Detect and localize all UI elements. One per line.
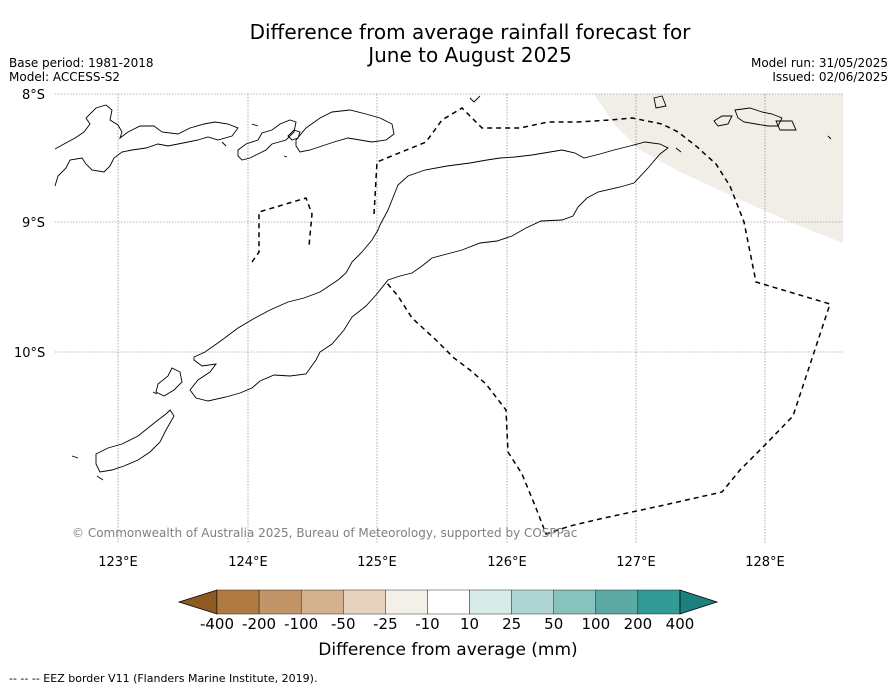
- timor-island-coastline: [189, 141, 669, 402]
- lon-label-126e: 126°E: [487, 555, 527, 570]
- small-islets-south: [71, 391, 158, 481]
- colorbar-swatch: [595, 589, 639, 615]
- colorbar-swatch: [637, 589, 681, 615]
- lon-label-128e: 128°E: [745, 555, 785, 570]
- longitude-labels: 123°E 124°E 125°E 126°E 127°E 128°E: [98, 555, 785, 570]
- colorbar: [177, 589, 719, 615]
- colorbar-swatch: [300, 589, 344, 615]
- colorbar-swatch: [511, 589, 554, 615]
- lon-label-123e: 123°E: [98, 555, 138, 570]
- savu-island-coastline: [95, 409, 175, 473]
- islet-coastline-3: [287, 129, 301, 141]
- lon-label-127e: 127°E: [616, 555, 656, 570]
- wetar-islet-5: [469, 95, 832, 153]
- colorbar-tick-label: -10: [415, 615, 440, 633]
- rainfall-anomaly-shading: [594, 94, 843, 243]
- eez-border-line: [251, 107, 831, 535]
- colorbar-swatch: [216, 589, 260, 615]
- colorbar-tick-label: -25: [373, 615, 398, 633]
- colorbar-extend-high: [679, 589, 719, 615]
- colorbar-tick-label: 50: [544, 615, 564, 633]
- colorbar-title: Difference from average (mm): [318, 640, 578, 660]
- colorbar-tick-label: -200: [242, 615, 277, 633]
- islet-coastline-1: [237, 119, 297, 161]
- colorbar-swatch: [427, 589, 470, 615]
- colorbar-tick-label: 10: [459, 615, 480, 633]
- colorbar-tick-label: -400: [199, 615, 235, 633]
- model-text: Model: ACCESS-S2: [9, 70, 121, 84]
- islet-coastline-4: [221, 123, 288, 158]
- lon-label-124e: 124°E: [228, 555, 268, 570]
- wetar-islet-1: [653, 95, 667, 109]
- lat-label-9s: 9°S: [22, 216, 45, 231]
- colorbar-tick-label: 100: [581, 615, 611, 633]
- lat-label-10s: 10°S: [14, 346, 45, 361]
- colorbar-tick-label: -50: [331, 615, 356, 633]
- colorbar-swatch: [553, 589, 597, 615]
- colorbar-tick-label: 400: [665, 615, 695, 633]
- eez-footnote: -- -- -- EEZ border V11 (Flanders Marine…: [9, 672, 318, 685]
- colorbar-tick-label: -100: [284, 615, 319, 633]
- wetar-islet-4: [775, 120, 797, 131]
- colorbar-tick-label: 200: [623, 615, 653, 633]
- copyright-text: © Commonwealth of Australia 2025, Bureau…: [72, 526, 578, 540]
- northern-islands-coastline: [54, 104, 239, 187]
- colorbar-swatch: [343, 589, 386, 615]
- colorbar-swatch: [385, 589, 428, 615]
- map-title-line2: June to August 2025: [368, 43, 572, 67]
- colorbar-swatch: [258, 589, 302, 615]
- wetar-islet-2: [713, 115, 733, 127]
- colorbar-swatch: [469, 589, 512, 615]
- roti-island-coastline: [155, 367, 183, 397]
- colorbar-tick-label: 25: [502, 615, 522, 633]
- colorbar-extend-low: [177, 589, 218, 615]
- issued-text: Issued: 02/06/2025: [772, 70, 888, 84]
- lat-label-8s: 8°S: [22, 88, 45, 103]
- base-period-text: Base period: 1981-2018: [9, 56, 154, 70]
- latitude-labels: 8°S 9°S 10°S: [14, 88, 45, 361]
- lon-label-125e: 125°E: [357, 555, 397, 570]
- islet-coastline-2: [295, 109, 395, 153]
- map-title-line1: Difference from average rainfall forecas…: [249, 20, 691, 44]
- model-run-text: Model run: 31/05/2025: [750, 56, 888, 70]
